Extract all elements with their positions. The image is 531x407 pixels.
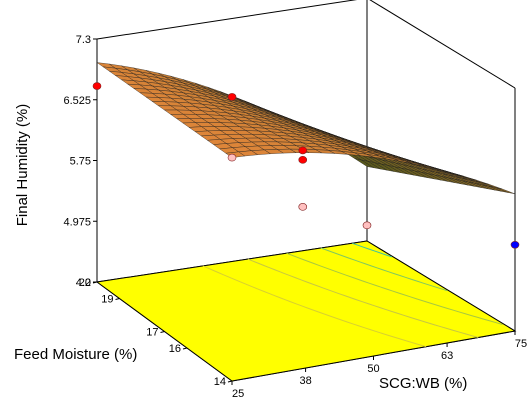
surface-cell [495, 187, 516, 194]
x-tick-label: 50 [367, 363, 379, 375]
top-right-edge [369, 0, 516, 89]
floor-contour [352, 242, 393, 258]
y-tick-label: 17 [146, 327, 158, 339]
design-point [298, 156, 308, 164]
y-tick-mark [160, 331, 165, 333]
x-tick-label: 25 [232, 388, 244, 400]
design-point [92, 82, 102, 90]
y-tick-label: 14 [214, 376, 226, 388]
z-axis-title: Final Humidity (%) [14, 104, 31, 227]
design-points [92, 82, 520, 249]
y-tick-label: 20 [79, 277, 91, 289]
floor-fill [95, 240, 517, 382]
x-tick-label: 63 [441, 350, 453, 362]
y-tick-label: 16 [169, 343, 181, 355]
z-tick-label: 6.525 [63, 95, 91, 107]
y-tick-mark [115, 298, 120, 300]
floor-contour [247, 258, 479, 338]
y-axis-title: Feed Moisture (%) [14, 346, 137, 363]
floor-plane [95, 240, 517, 382]
y-tick-label: 19 [101, 294, 113, 306]
x-tick-label: 38 [299, 375, 311, 387]
z-tick-label: 4.975 [63, 216, 91, 228]
y-tick-mark [227, 380, 233, 383]
z-tick-label: 5.75 [70, 156, 91, 168]
x-tick-label: 75 [515, 338, 527, 350]
y-tick-mark [92, 281, 98, 284]
axis-ticks: 7.3 6.525 5.75 4.975 4.220 19 17 16 14 25 38 50 63 75 [63, 34, 527, 400]
response-surface [96, 62, 516, 194]
design-point [227, 93, 237, 101]
floor-contour [320, 247, 448, 292]
design-point [298, 146, 308, 155]
x-axis-title: SCG:WB (%) [379, 375, 467, 392]
design-point [298, 203, 308, 211]
floor-contour [202, 265, 427, 348]
top-back-edge [96, 0, 358, 40]
z-tick-label: 7.3 [76, 34, 91, 46]
design-point [227, 153, 237, 162]
y-tick-mark [182, 347, 188, 350]
design-point [510, 240, 520, 249]
floor-contour [286, 252, 503, 325]
design-point [362, 221, 372, 230]
z-tick-label: 4.2 [76, 277, 91, 289]
